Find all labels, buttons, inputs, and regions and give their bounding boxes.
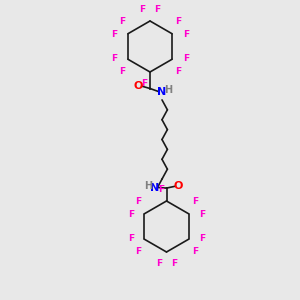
Text: F: F — [192, 247, 198, 256]
Text: F: F — [111, 30, 117, 39]
Text: F: F — [142, 79, 148, 88]
Text: F: F — [156, 259, 162, 268]
Text: F: F — [175, 17, 181, 26]
Text: F: F — [171, 259, 177, 268]
Text: F: F — [111, 54, 117, 63]
Text: F: F — [199, 234, 205, 243]
Text: O: O — [133, 81, 143, 91]
Text: O: O — [174, 181, 183, 191]
Text: F: F — [199, 210, 205, 219]
Text: F: F — [135, 247, 141, 256]
Text: F: F — [119, 17, 125, 26]
Text: H: H — [144, 181, 152, 191]
Text: N: N — [150, 182, 159, 193]
Text: F: F — [175, 67, 181, 76]
Text: H: H — [164, 85, 172, 95]
Text: F: F — [183, 54, 189, 63]
Text: F: F — [192, 197, 198, 206]
Text: F: F — [128, 210, 134, 219]
Text: F: F — [135, 197, 141, 206]
Text: F: F — [183, 30, 189, 39]
Text: F: F — [119, 67, 125, 76]
Text: F: F — [140, 5, 146, 14]
Text: N: N — [157, 86, 166, 97]
Text: F: F — [128, 234, 134, 243]
Text: F: F — [154, 5, 160, 14]
Text: F: F — [158, 185, 164, 194]
